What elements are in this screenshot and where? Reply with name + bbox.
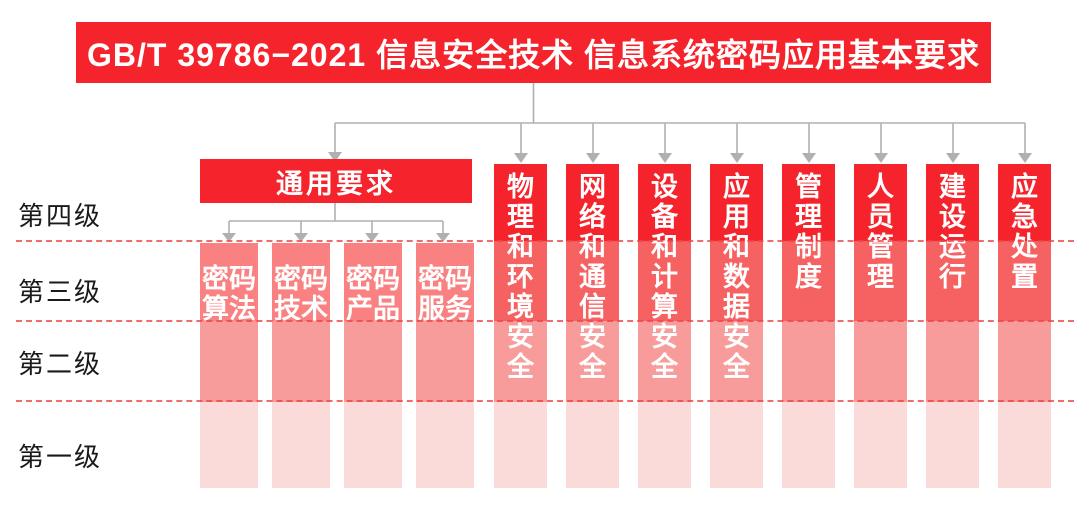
device-computing-security-label: 设备和计算安全: [651, 172, 678, 382]
level-label-3: 第三级: [18, 277, 103, 307]
crypto-algorithm-label: 密码算法: [202, 264, 256, 324]
level-divider-2-1: [16, 400, 1074, 402]
crypto-technology-label: 密码技术: [274, 264, 328, 324]
level-divider-4-3: [16, 240, 1074, 242]
crypto-product-label: 密码产品: [346, 264, 400, 324]
general-requirements-label: 通用要求: [276, 168, 396, 199]
level-label-1: 第一级: [18, 442, 103, 472]
construction-operation-column: 建设运行: [926, 164, 979, 488]
management-system-column: 管理制度: [782, 164, 835, 488]
application-data-security-column: 应用和数据安全: [710, 164, 763, 488]
level-label-2: 第二级: [18, 349, 103, 379]
crypto-product-column: 密码产品: [344, 243, 402, 488]
crypto-service-label: 密码服务: [418, 264, 472, 324]
network-communication-security-label: 网络和通信安全: [579, 172, 606, 382]
application-data-security-label: 应用和数据安全: [723, 172, 750, 382]
title-banner: GB/T 39786−2021 信息安全技术 信息系统密码应用基本要求: [76, 22, 991, 83]
construction-operation-label: 建设运行: [939, 172, 966, 292]
emergency-response-column: 应急处置: [998, 164, 1051, 488]
level-label-4: 第四级: [18, 201, 103, 231]
physical-environment-security-column: 物理和环境安全: [494, 164, 547, 488]
title-text: GB/T 39786−2021 信息安全技术 信息系统密码应用基本要求: [87, 36, 980, 73]
physical-environment-security-label: 物理和环境安全: [507, 172, 534, 382]
level-divider-3-2: [16, 320, 1074, 322]
personnel-management-column: 人员管理: [854, 164, 907, 488]
management-system-label: 管理制度: [795, 172, 822, 292]
crypto-service-column: 密码服务: [416, 243, 474, 488]
crypto-algorithm-column: 密码算法: [200, 243, 258, 488]
crypto-technology-column: 密码技术: [272, 243, 330, 488]
network-communication-security-column: 网络和通信安全: [566, 164, 619, 488]
personnel-management-label: 人员管理: [867, 172, 894, 292]
device-computing-security-column: 设备和计算安全: [638, 164, 691, 488]
emergency-response-label: 应急处置: [1011, 172, 1038, 292]
general-requirements-box: 通用要求: [200, 159, 472, 203]
